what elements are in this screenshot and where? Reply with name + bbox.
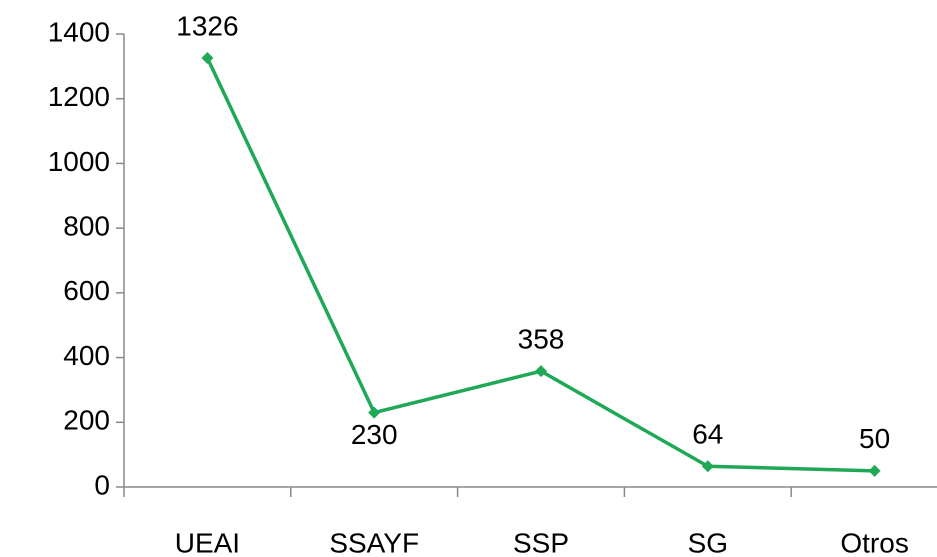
y-tick-label: 600 (63, 275, 110, 306)
y-tick-label: 800 (63, 211, 110, 242)
marker (701, 460, 714, 473)
x-tick-label: SSP (513, 527, 569, 557)
y-tick-label: 1400 (48, 16, 110, 47)
y-tick-label: 1000 (48, 146, 110, 177)
y-tick-label: 400 (63, 340, 110, 371)
y-tick-label: 0 (94, 469, 110, 500)
data-label: 64 (692, 419, 723, 450)
marker (535, 365, 547, 378)
marker (368, 406, 381, 419)
y-tick-label: 1200 (48, 81, 110, 112)
x-tick-label: SG (688, 527, 728, 557)
line (205, 57, 875, 473)
data-label: 358 (518, 324, 565, 355)
data-label: 230 (351, 419, 398, 450)
y-tick-label: 200 (63, 405, 110, 436)
x-tick-label: Otros (840, 527, 908, 557)
marker (201, 51, 214, 64)
x-tick-label: UEAI (175, 527, 240, 557)
data-label: 1326 (176, 10, 238, 41)
marker (868, 464, 881, 477)
data-label: 50 (859, 423, 890, 454)
x-tick-label: SSAYF (329, 527, 419, 557)
